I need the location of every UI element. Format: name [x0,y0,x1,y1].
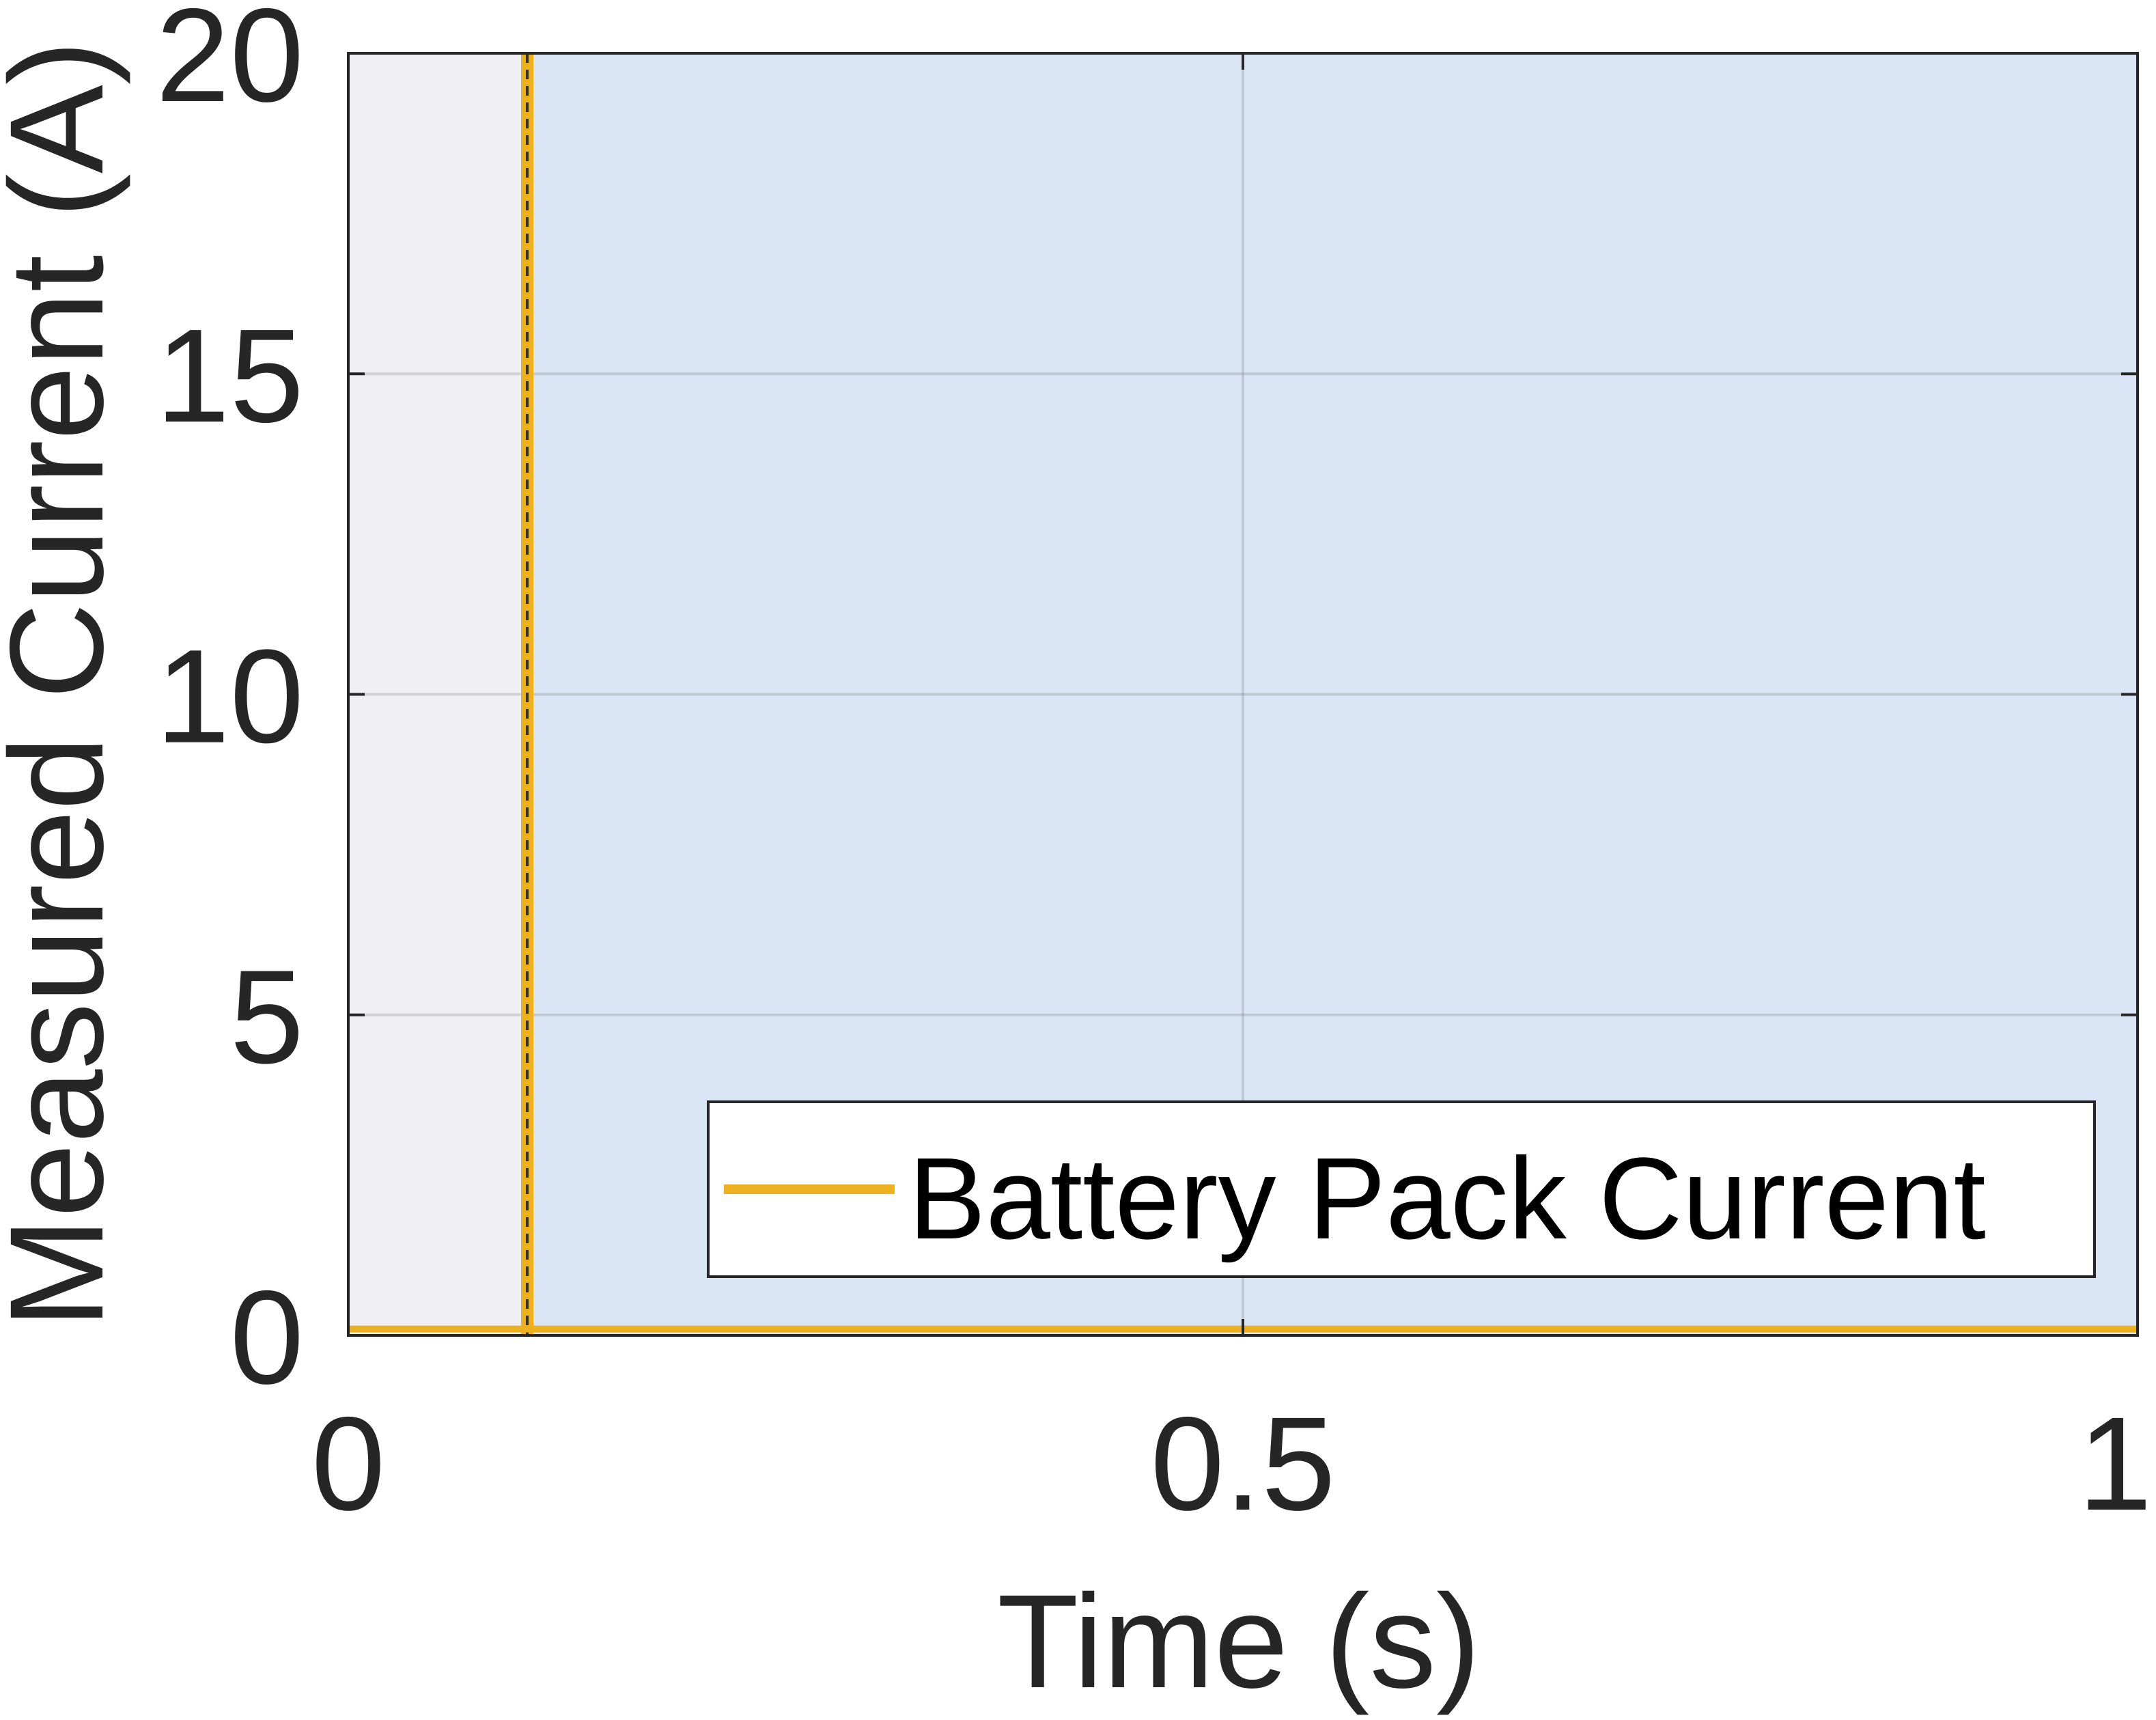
y-tick-label: 5 [230,943,304,1092]
y-axis-label: Measured Current (A) [0,40,131,1329]
x-tick-label: 0.5 [1150,1389,1335,1538]
legend-box [707,1100,2096,1278]
shaded-region-0 [348,53,527,1335]
y-tick-label: 10 [156,622,304,771]
axes [347,52,2139,1337]
x-tick-label: 1 [2078,1389,2152,1538]
y-tick-label: 15 [156,301,304,450]
legend-label: Battery Pack Current [908,1134,1986,1264]
x-tick-label: 0 [311,1389,385,1538]
y-tick-label: 0 [230,1263,304,1412]
legend: Battery Pack Current [707,1100,2096,1278]
grid [348,53,2138,1335]
x-axis-label: Time (s) [997,1567,1481,1716]
y-tick-label: 20 [156,0,304,130]
